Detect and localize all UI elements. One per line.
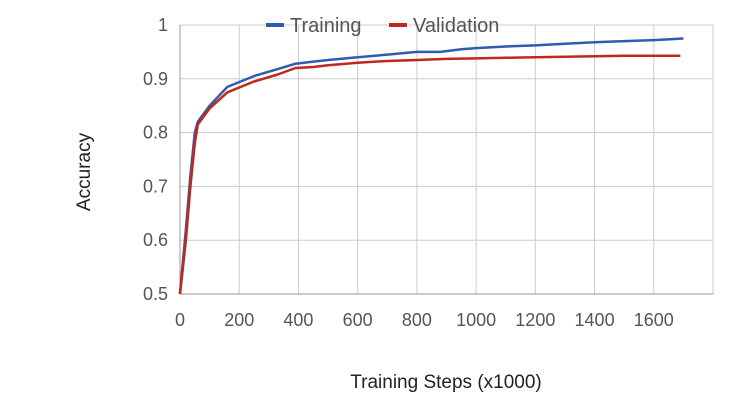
series-line-validation: [178, 54, 681, 295]
series-lines: [178, 37, 684, 295]
legend-label-training: Training: [290, 15, 362, 37]
x-tick-label: 1200: [515, 310, 555, 330]
y-tick-label: 1: [158, 15, 168, 35]
x-tick-label: 1400: [575, 310, 615, 330]
x-axis-title: Training Steps (x1000): [350, 372, 542, 393]
y-tick-label: 0.7: [143, 176, 168, 196]
series-line-training: [178, 37, 684, 295]
tick-labels: 0.5 0.6 0.7 0.8 0.9 1 0 200 400 600 800 1000 1200 140…: [143, 15, 674, 330]
legend: Training Validation: [266, 15, 499, 37]
y-axis-title: Accuracy: [74, 132, 95, 211]
y-tick-label: 0.6: [143, 230, 168, 250]
grid-lines: [179, 24, 714, 295]
x-tick-label: 800: [402, 310, 432, 330]
x-tick-label: 1600: [634, 310, 674, 330]
x-tick-label: 200: [224, 310, 254, 330]
legend-label-validation: Validation: [413, 15, 499, 37]
y-tick-label: 0.9: [143, 69, 168, 89]
axes: [179, 25, 713, 295]
x-tick-label: 400: [283, 310, 313, 330]
x-tick-label: 0: [175, 310, 185, 330]
y-tick-label: 0.5: [143, 284, 168, 304]
y-tick-label: 0.8: [143, 123, 168, 143]
x-tick-label: 600: [343, 310, 373, 330]
x-tick-label: 1000: [456, 310, 496, 330]
